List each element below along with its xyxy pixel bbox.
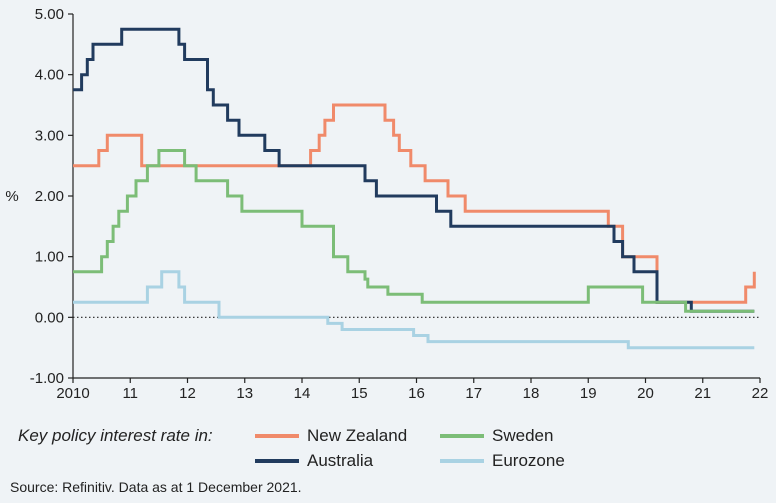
legend-label-new-zealand: New Zealand <box>307 426 408 445</box>
legend-item-australia: Australia <box>255 451 373 471</box>
legend-title: Key policy interest rate in: <box>18 426 213 445</box>
x-tick-label: 13 <box>236 385 253 402</box>
legend-label-australia: Australia <box>307 451 374 470</box>
x-tick-label: 18 <box>523 385 540 402</box>
x-tick-label: 2010 <box>56 385 89 402</box>
x-tick-label: 16 <box>408 385 425 402</box>
source-note: Source: Refinitiv. Data as at 1 December… <box>10 479 302 495</box>
y-tick-label: 5.00 <box>35 6 64 23</box>
x-tick-label: 21 <box>694 385 711 402</box>
y-tick-label: 0.00 <box>35 309 64 326</box>
x-tick-label: 12 <box>179 385 196 402</box>
x-tick-label: 14 <box>294 385 311 402</box>
y-tick-label: 1.00 <box>35 249 64 266</box>
series-line-eurozone <box>73 270 755 350</box>
y-tick-label: 3.00 <box>35 127 64 144</box>
legend: Key policy interest rate in: New Zealand… <box>18 422 638 474</box>
legend-item-new-zealand: New Zealand <box>255 426 407 446</box>
legend-swatch-new-zealand <box>255 434 299 438</box>
legend-swatch-sweden <box>440 434 484 438</box>
legend-swatch-eurozone <box>440 459 484 463</box>
legend-item-sweden: Sweden <box>440 426 553 446</box>
legend-swatch-australia <box>255 459 299 463</box>
x-tick-label: 20 <box>637 385 654 402</box>
x-tick-label: 17 <box>465 385 482 402</box>
y-tick-label: 4.00 <box>35 67 64 84</box>
series-lines <box>73 27 756 350</box>
x-tick-label: 11 <box>122 385 138 402</box>
axes: -1.00 0.00 1.00 2.00 3.00 4.00 5.00% 2010 11 12 13… <box>5 6 768 402</box>
legend-label-sweden: Sweden <box>492 426 554 445</box>
x-tick-label: 15 <box>351 385 368 402</box>
x-tick-label: 19 <box>580 385 597 402</box>
y-tick-label: -1.00 <box>30 370 64 387</box>
legend-item-eurozone: Eurozone <box>440 451 565 471</box>
x-tick-label: 22 <box>752 385 769 402</box>
series-line-sweden <box>73 149 755 313</box>
series-line-australia <box>73 27 755 313</box>
legend-label-eurozone: Eurozone <box>492 451 565 470</box>
y-axis-label: % <box>5 188 18 205</box>
y-tick-label: 2.00 <box>35 188 64 205</box>
